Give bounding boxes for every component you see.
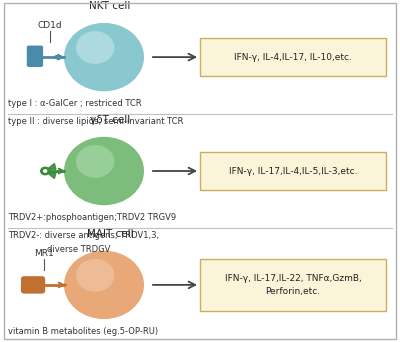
Text: CD1d: CD1d — [38, 21, 62, 30]
FancyBboxPatch shape — [200, 152, 386, 190]
Polygon shape — [47, 173, 56, 179]
Text: TRDV2-: diverse antigens; TRDV1,3,: TRDV2-: diverse antigens; TRDV1,3, — [8, 231, 159, 239]
Circle shape — [64, 23, 144, 91]
FancyBboxPatch shape — [200, 259, 386, 311]
Circle shape — [76, 31, 114, 64]
Circle shape — [64, 251, 144, 319]
FancyBboxPatch shape — [27, 45, 43, 57]
Circle shape — [40, 167, 50, 175]
Text: TRDV2+:phosphoantigen;TRDV2 TRGV9: TRDV2+:phosphoantigen;TRDV2 TRGV9 — [8, 213, 176, 222]
Circle shape — [76, 145, 114, 178]
Text: IFN-γ, IL-17,IL-22, TNFα,GzmB,
Perforin,etc.: IFN-γ, IL-17,IL-22, TNFα,GzmB, Perforin,… — [225, 274, 361, 295]
Text: γδT cell: γδT cell — [90, 115, 130, 125]
Polygon shape — [47, 163, 56, 169]
Text: IFN-γ, IL-4,IL-17, IL-10,etc.: IFN-γ, IL-4,IL-17, IL-10,etc. — [234, 53, 352, 62]
Text: vitamin B metabolites (eg.5-OP-RU): vitamin B metabolites (eg.5-OP-RU) — [8, 327, 158, 336]
Circle shape — [38, 282, 44, 288]
Text: NKT cell: NKT cell — [89, 1, 131, 11]
Text: IFN-γ, IL-17,IL-4,IL-5,IL-3,etc.: IFN-γ, IL-17,IL-4,IL-5,IL-3,etc. — [229, 167, 357, 175]
FancyBboxPatch shape — [27, 55, 43, 67]
Text: diverse TRDGV: diverse TRDGV — [47, 245, 111, 254]
Text: type II : diverse lipids; semi-invariant TCR: type II : diverse lipids; semi-invariant… — [8, 117, 183, 126]
Text: MAIT cell: MAIT cell — [87, 229, 133, 239]
FancyBboxPatch shape — [200, 38, 386, 76]
Text: type I : α-GalCer ; restriced TCR: type I : α-GalCer ; restriced TCR — [8, 99, 142, 108]
Circle shape — [76, 259, 114, 292]
Circle shape — [64, 137, 144, 205]
FancyBboxPatch shape — [21, 276, 45, 293]
Ellipse shape — [54, 55, 61, 60]
Text: MR1: MR1 — [34, 249, 54, 258]
Circle shape — [43, 169, 48, 173]
